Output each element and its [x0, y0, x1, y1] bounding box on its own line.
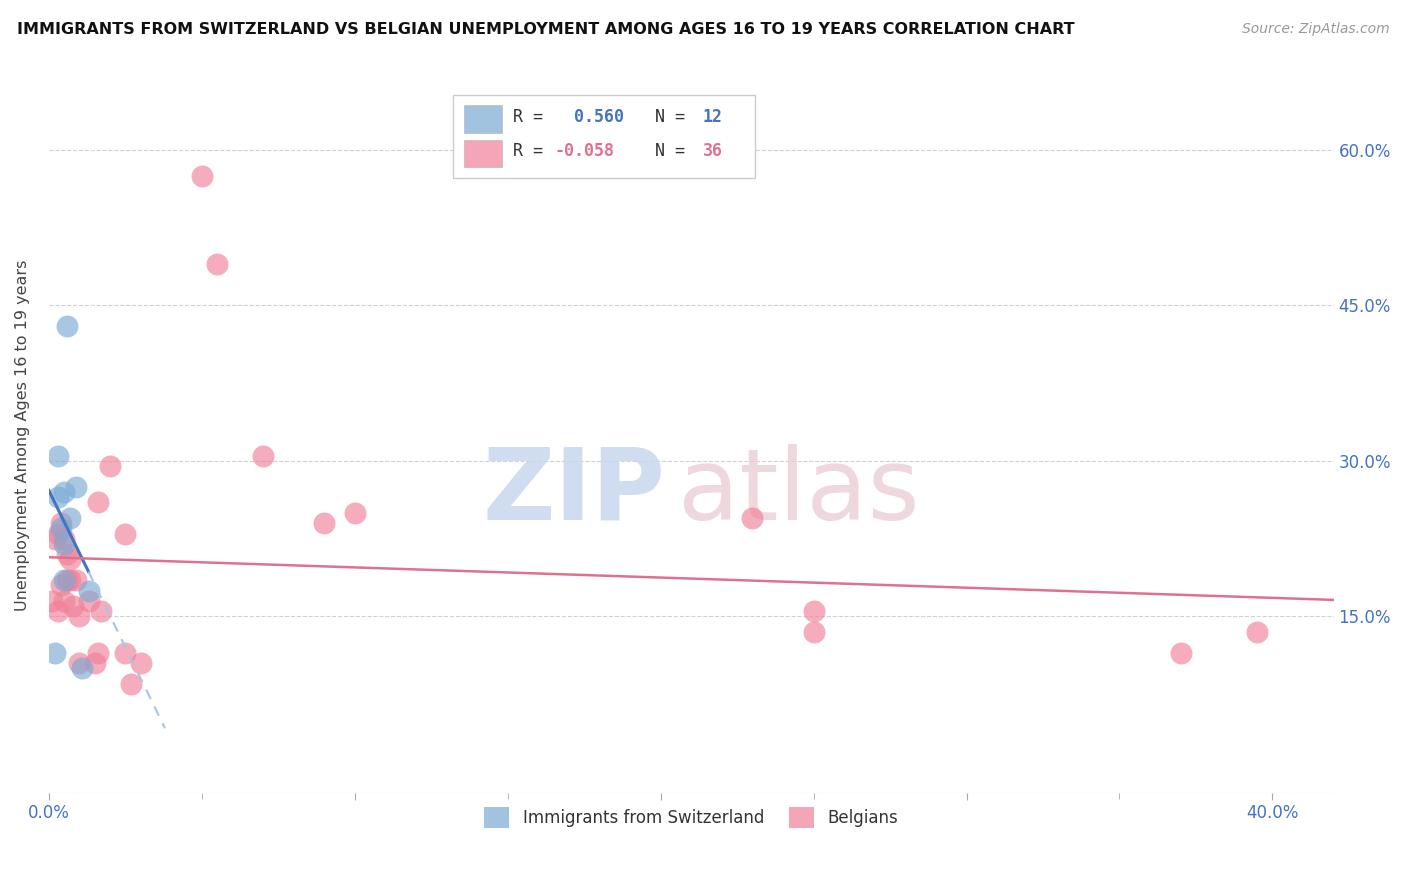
Point [77, 594, 100, 608]
Text: R =: R = [513, 108, 553, 126]
Point [56, 573, 79, 587]
Text: 36: 36 [703, 142, 723, 160]
Point [86, 646, 108, 660]
Point [44, 532, 66, 546]
Y-axis label: Unemployment Among Ages 16 to 19 years: Unemployment Among Ages 16 to 19 years [15, 260, 30, 611]
Point [53, 573, 76, 587]
Point [741, 511, 763, 525]
Point [56, 319, 79, 334]
Text: 12: 12 [703, 108, 723, 126]
Point [41, 594, 63, 608]
Point [53, 537, 76, 551]
Text: 0.560: 0.560 [564, 108, 624, 126]
Point [129, 656, 152, 670]
Point [49, 521, 72, 535]
Point [120, 677, 142, 691]
Point [46, 490, 69, 504]
Point [53, 485, 76, 500]
Legend: Immigrants from Switzerland, Belgians: Immigrants from Switzerland, Belgians [478, 801, 904, 834]
Text: R =: R = [513, 142, 553, 160]
Point [205, 257, 228, 271]
Point [67, 656, 90, 670]
Text: Source: ZipAtlas.com: Source: ZipAtlas.com [1241, 22, 1389, 37]
Text: atlas: atlas [678, 443, 920, 541]
Point [114, 646, 136, 660]
Point [98, 459, 121, 474]
Point [49, 578, 72, 592]
FancyBboxPatch shape [454, 95, 755, 178]
Point [46, 604, 69, 618]
Point [190, 169, 212, 183]
Point [114, 526, 136, 541]
Point [803, 604, 825, 618]
Text: ZIP: ZIP [482, 443, 665, 541]
Point [314, 516, 336, 530]
Point [59, 552, 82, 566]
Text: N =: N = [634, 108, 695, 126]
Point [49, 516, 72, 530]
Text: N =: N = [634, 142, 695, 160]
Point [53, 594, 76, 608]
FancyBboxPatch shape [464, 105, 502, 133]
Point [59, 573, 82, 587]
Point [53, 532, 76, 546]
Point [65, 573, 87, 587]
Point [44, 646, 66, 660]
Point [1246, 625, 1268, 640]
FancyBboxPatch shape [464, 140, 502, 167]
Point [803, 625, 825, 640]
Point [77, 583, 100, 598]
Point [59, 511, 82, 525]
Point [62, 599, 84, 613]
Text: -0.058: -0.058 [555, 142, 614, 160]
Point [56, 547, 79, 561]
Point [72, 661, 94, 675]
Point [343, 506, 366, 520]
Point [252, 449, 274, 463]
Point [65, 480, 87, 494]
Point [46, 526, 69, 541]
Point [1170, 646, 1192, 660]
Point [86, 495, 108, 509]
Point [46, 449, 69, 463]
Text: IMMIGRANTS FROM SWITZERLAND VS BELGIAN UNEMPLOYMENT AMONG AGES 16 TO 19 YEARS CO: IMMIGRANTS FROM SWITZERLAND VS BELGIAN U… [17, 22, 1074, 37]
Point [83, 656, 105, 670]
Point [67, 609, 90, 624]
Point [90, 604, 112, 618]
